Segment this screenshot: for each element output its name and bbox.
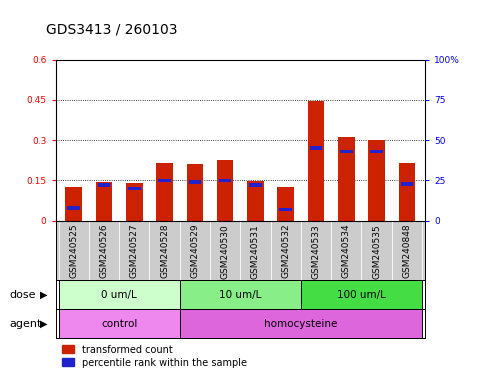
Text: homocysteine: homocysteine <box>264 318 338 329</box>
Bar <box>277 187 294 221</box>
Text: GDS3413 / 260103: GDS3413 / 260103 <box>46 23 177 36</box>
Bar <box>186 164 203 221</box>
Text: ▶: ▶ <box>40 318 48 329</box>
Bar <box>58 280 180 309</box>
Text: GSM240534: GSM240534 <box>342 224 351 278</box>
Bar <box>368 140 385 221</box>
Text: GSM240530: GSM240530 <box>221 224 229 278</box>
Bar <box>398 163 415 221</box>
Text: GSM240532: GSM240532 <box>281 224 290 278</box>
Bar <box>126 183 142 221</box>
Bar <box>338 137 355 221</box>
Text: dose: dose <box>10 290 36 300</box>
Bar <box>180 280 301 309</box>
Bar <box>217 161 233 221</box>
Text: 10 um/L: 10 um/L <box>219 290 261 300</box>
Bar <box>310 146 322 150</box>
Text: GSM240531: GSM240531 <box>251 224 260 278</box>
Text: GSM240529: GSM240529 <box>190 224 199 278</box>
Text: GSM240527: GSM240527 <box>130 224 139 278</box>
Bar <box>249 184 262 187</box>
Legend: transformed count, percentile rank within the sample: transformed count, percentile rank withi… <box>60 343 249 369</box>
Bar <box>180 309 422 338</box>
Text: control: control <box>101 318 137 329</box>
Text: 0 um/L: 0 um/L <box>101 290 137 300</box>
Text: ▶: ▶ <box>40 290 48 300</box>
Bar <box>247 181 264 221</box>
Bar <box>158 179 171 182</box>
Bar <box>68 206 80 210</box>
Bar <box>219 179 231 182</box>
Bar <box>400 182 413 185</box>
Bar <box>98 184 110 187</box>
Text: GSM240528: GSM240528 <box>160 224 169 278</box>
Bar <box>308 101 325 221</box>
Bar <box>96 182 113 221</box>
Bar <box>189 180 201 184</box>
Bar <box>340 149 353 153</box>
Bar <box>280 208 292 211</box>
Text: 100 um/L: 100 um/L <box>337 290 386 300</box>
Bar <box>301 280 422 309</box>
Bar <box>58 309 180 338</box>
Bar <box>156 163 173 221</box>
Text: GSM240526: GSM240526 <box>99 224 109 278</box>
Bar <box>65 187 82 221</box>
Text: GSM240533: GSM240533 <box>312 224 321 278</box>
Text: agent: agent <box>10 318 42 329</box>
Text: GSM240848: GSM240848 <box>402 224 412 278</box>
Text: GSM240535: GSM240535 <box>372 224 381 278</box>
Bar <box>128 187 141 190</box>
Text: GSM240525: GSM240525 <box>69 224 78 278</box>
Bar <box>370 149 383 153</box>
